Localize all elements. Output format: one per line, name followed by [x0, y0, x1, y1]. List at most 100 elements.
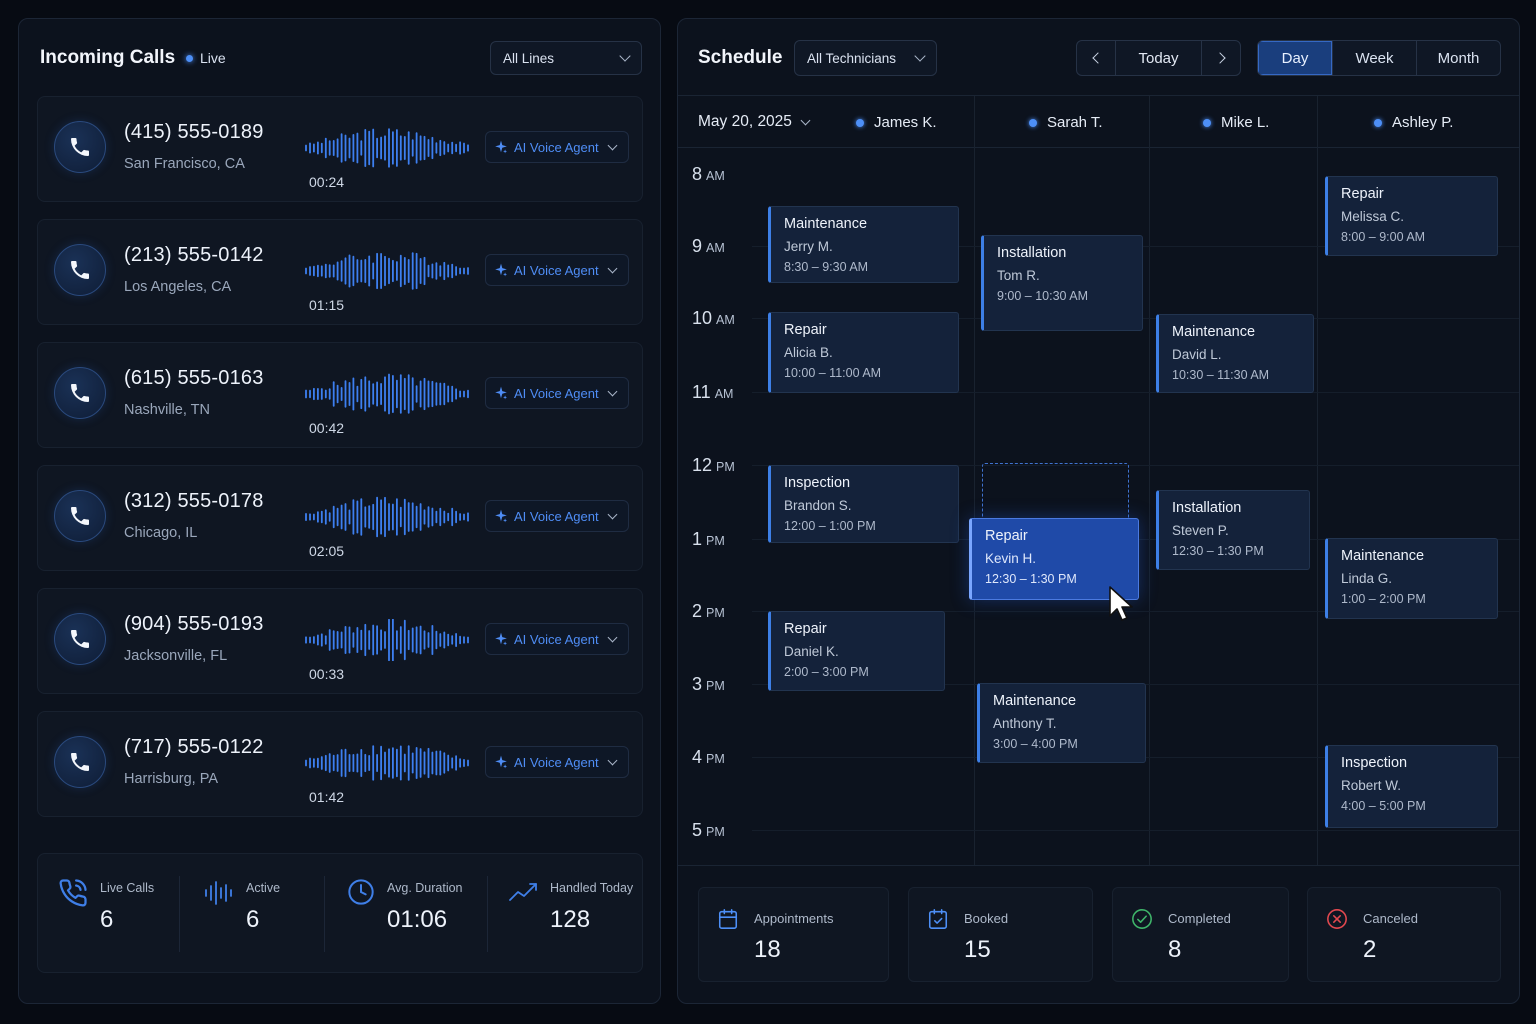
view-week-button[interactable]: Week	[1332, 41, 1416, 75]
stat-label: Active	[246, 881, 281, 895]
customer-name: Daniel K.	[784, 643, 839, 659]
appointment-time: 12:30 – 1:30 PM	[1172, 544, 1264, 559]
appointment-card[interactable]: Inspection Brandon S. 12:00 – 1:00 PM	[768, 465, 959, 543]
hour: 4	[692, 747, 703, 767]
appointment-card[interactable]: Repair Daniel K. 2:00 – 3:00 PM	[768, 611, 945, 691]
chevron-down-icon	[607, 263, 618, 273]
caller-location: Jacksonville, FL	[124, 648, 228, 664]
current-date: May 20, 2025	[698, 113, 792, 130]
today-button[interactable]: Today	[1115, 41, 1202, 75]
date-picker[interactable]: May 20, 2025	[698, 113, 811, 131]
stat-value: 2	[1363, 936, 1377, 963]
time-label: 2 PM	[692, 601, 725, 622]
call-duration: 01:42	[309, 789, 345, 805]
hour: 10	[692, 308, 713, 328]
appointment-time: 2:00 – 3:00 PM	[784, 665, 869, 680]
appointment-card[interactable]: Maintenance Anthony T. 3:00 – 4:00 PM	[977, 683, 1146, 763]
ai-voice-agent-dropdown[interactable]: AI Voice Agent	[485, 131, 629, 163]
ai-voice-agent-dropdown[interactable]: AI Voice Agent	[485, 500, 629, 532]
chevron-down-icon	[607, 509, 618, 519]
view-month-button[interactable]: Month	[1416, 41, 1500, 75]
stat-value: 128	[550, 906, 591, 933]
appointment-card[interactable]: Maintenance Jerry M. 8:30 – 9:30 AM	[768, 206, 959, 283]
appointment-time: 10:00 – 11:00 AM	[784, 366, 882, 381]
phone-icon[interactable]	[54, 121, 106, 173]
call-card[interactable]: (415) 555-0189 San Francisco, CA 00:24 AI V…	[37, 96, 643, 202]
appointment-type: Repair	[985, 528, 1028, 544]
technician-name: James K.	[874, 114, 937, 131]
customer-name: Steven P.	[1172, 522, 1229, 538]
caller-location: Harrisburg, PA	[124, 771, 219, 787]
chevron-down-icon	[607, 632, 618, 642]
audio-waveform	[304, 496, 470, 538]
appointment-card[interactable]: Installation Steven P. 12:30 – 1:30 PM	[1156, 490, 1310, 570]
time-label: 12 PM	[692, 455, 735, 476]
stat-label: Handled Today	[550, 881, 634, 895]
agent-label: AI Voice Agent	[514, 631, 599, 647]
stat-label: Appointments	[754, 911, 834, 926]
appointment-card-selected[interactable]: Repair Kevin H. 12:30 – 1:30 PM	[969, 518, 1139, 600]
technicians-select[interactable]: All Technicians	[794, 40, 937, 76]
divider	[324, 876, 325, 952]
next-day-button[interactable]	[1202, 41, 1240, 75]
call-card[interactable]: (213) 555-0142 Los Angeles, CA 01:15 AI Voi…	[37, 219, 643, 325]
technicians-select-value: All Technicians	[807, 50, 897, 66]
meridiem: AM	[714, 387, 734, 401]
stat-value: 6	[100, 906, 114, 933]
customer-name: Anthony T.	[993, 715, 1057, 731]
call-card[interactable]: (904) 555-0193 Jacksonville, FL 00:33 AI Vo…	[37, 588, 643, 694]
prev-day-button[interactable]	[1077, 41, 1115, 75]
caller-number: (312) 555-0178	[124, 490, 264, 512]
meridiem: PM	[706, 534, 725, 548]
appointment-card[interactable]: Maintenance David L. 10:30 – 11:30 AM	[1156, 314, 1314, 393]
appointment-card[interactable]: Maintenance Linda G. 1:00 – 2:00 PM	[1325, 538, 1498, 619]
phone-icon[interactable]	[54, 490, 106, 542]
view-day-button[interactable]: Day	[1258, 41, 1332, 75]
appointment-card[interactable]: Repair Alicia B. 10:00 – 11:00 AM	[768, 312, 959, 393]
customer-name: Jerry M.	[784, 238, 833, 254]
customer-name: Kevin H.	[985, 550, 1037, 566]
hour-gridline	[752, 830, 1519, 831]
call-card[interactable]: (717) 555-0122 Harrisburg, PA 01:42 AI Voic…	[37, 711, 643, 817]
chevron-down-icon	[619, 50, 631, 62]
ai-voice-agent-dropdown[interactable]: AI Voice Agent	[485, 254, 629, 286]
hour: 3	[692, 674, 703, 694]
phone-icon[interactable]	[54, 613, 106, 665]
schedule-panel: Schedule All Technicians Today Day Week …	[677, 18, 1520, 1004]
technician-name: Ashley P.	[1392, 114, 1454, 131]
appointment-time: 10:30 – 11:30 AM	[1172, 368, 1270, 383]
phone-icon[interactable]	[54, 736, 106, 788]
phone-icon[interactable]	[54, 367, 106, 419]
caller-number: (904) 555-0193	[124, 613, 264, 635]
phone-icon[interactable]	[54, 244, 106, 296]
time-label: 10 AM	[692, 308, 735, 329]
call-card[interactable]: (615) 555-0163 Nashville, TN 00:42 AI Voice…	[37, 342, 643, 448]
stat-value: 6	[246, 906, 260, 933]
hour: 8	[692, 164, 703, 184]
lines-select[interactable]: All Lines	[490, 41, 642, 75]
divider	[678, 147, 1519, 148]
column-divider	[1317, 96, 1318, 865]
ai-voice-agent-dropdown[interactable]: AI Voice Agent	[485, 746, 629, 778]
appointment-type: Maintenance	[784, 216, 868, 232]
appointment-time: 8:30 – 9:30 AM	[784, 260, 869, 275]
appointment-type: Installation	[997, 245, 1067, 261]
ai-voice-agent-dropdown[interactable]: AI Voice Agent	[485, 623, 629, 655]
chevron-down-icon	[607, 140, 618, 150]
customer-name: David L.	[1172, 346, 1222, 362]
technician-header: Ashley P.	[1374, 114, 1453, 131]
appointment-card[interactable]: Inspection Robert W. 4:00 – 5:00 PM	[1325, 745, 1498, 828]
time-label: 3 PM	[692, 674, 725, 695]
appointment-card[interactable]: Repair Melissa C. 8:00 – 9:00 AM	[1325, 176, 1498, 256]
call-card[interactable]: (312) 555-0178 Chicago, IL 02:05 AI Voice A…	[37, 465, 643, 571]
appointment-time: 1:00 – 2:00 PM	[1341, 592, 1426, 607]
caller-location: Nashville, TN	[124, 402, 210, 418]
appointment-card[interactable]: Installation Tom R. 9:00 – 10:30 AM	[981, 235, 1143, 331]
x-circle-icon	[1326, 908, 1348, 935]
stat-label: Avg. Duration	[387, 881, 463, 895]
caller-location: San Francisco, CA	[124, 156, 245, 172]
ai-voice-agent-dropdown[interactable]: AI Voice Agent	[485, 377, 629, 409]
meridiem: AM	[706, 241, 725, 255]
appointment-type: Repair	[784, 621, 827, 637]
check-circle-icon	[1131, 908, 1153, 935]
